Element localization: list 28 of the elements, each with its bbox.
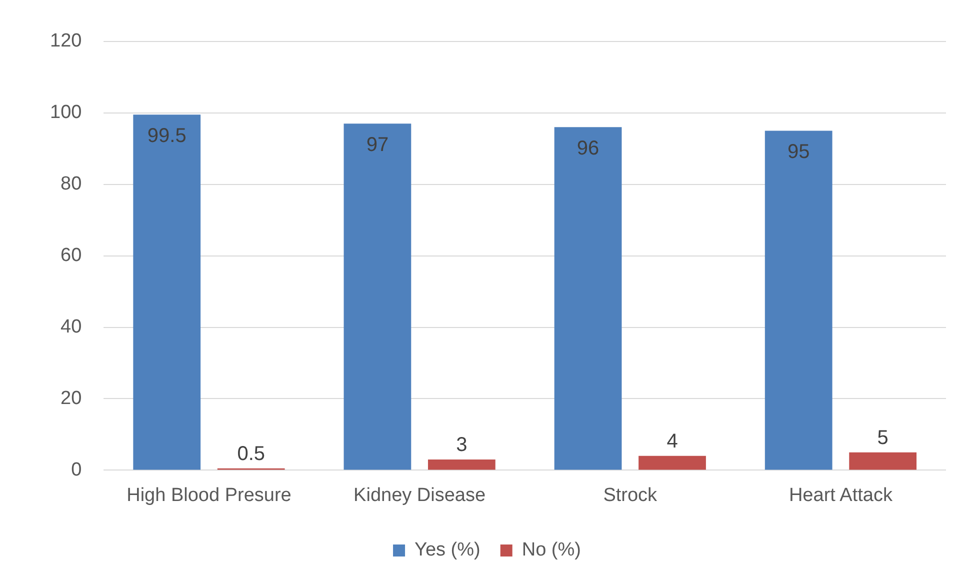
bar xyxy=(764,130,832,470)
data-label: 4 xyxy=(666,430,678,452)
y-tick-label: 20 xyxy=(60,388,82,409)
y-tick-label: 60 xyxy=(60,245,82,266)
bar xyxy=(849,452,917,470)
bar xyxy=(428,459,496,470)
y-tick-label: 0 xyxy=(71,459,82,480)
data-label: 3 xyxy=(456,434,468,456)
bar xyxy=(344,124,412,470)
y-tick-label: 100 xyxy=(50,102,82,124)
y-tick-label: 120 xyxy=(50,30,82,52)
legend-label: Yes (%) xyxy=(414,540,480,561)
y-tick-label: 80 xyxy=(60,174,82,195)
x-tick-label: Heart Attack xyxy=(788,484,893,506)
bar xyxy=(638,456,706,470)
x-tick-label: High Blood Presure xyxy=(126,484,292,506)
data-label: 95 xyxy=(787,141,810,164)
data-label: 99.5 xyxy=(147,125,186,148)
y-tick-label: 40 xyxy=(60,316,82,338)
data-label: 96 xyxy=(576,138,600,160)
bar xyxy=(133,114,201,470)
data-label: 0.5 xyxy=(237,442,266,465)
data-label: 97 xyxy=(366,134,389,156)
x-tick-label: Kidney Disease xyxy=(354,484,486,506)
data-label: 5 xyxy=(877,426,888,449)
bar xyxy=(554,127,622,470)
x-tick-label: Strock xyxy=(603,484,658,506)
legend-label: No (%) xyxy=(522,540,581,561)
